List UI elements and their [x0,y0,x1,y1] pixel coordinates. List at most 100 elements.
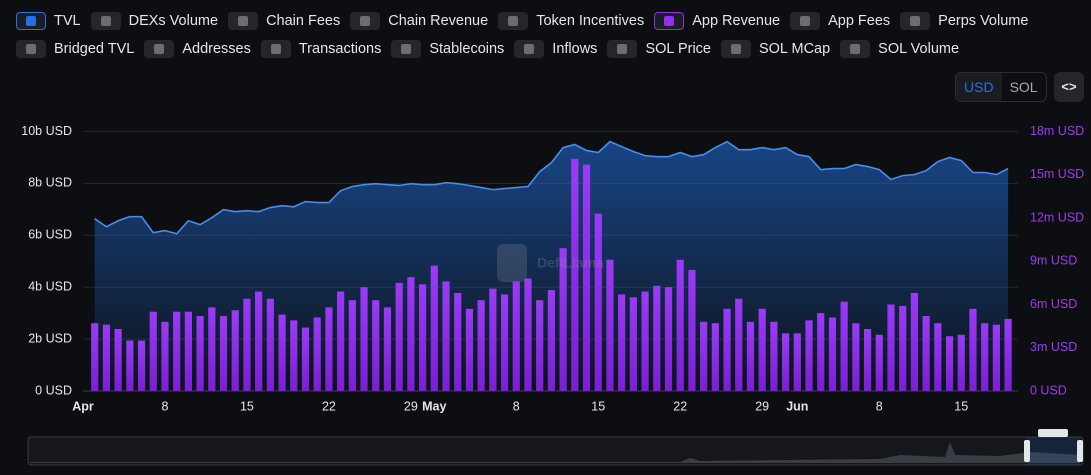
toggle-switch[interactable] [840,40,871,58]
toggle[interactable]: Addresses [144,40,251,58]
app-revenue-bar [173,311,181,391]
app-revenue-bar [114,329,122,391]
toggle-label: DEXs Volume [128,13,219,29]
toggle-indicator [664,16,675,26]
toggle-label: Inflows [552,41,598,57]
toggle-switch[interactable] [654,12,685,30]
app-revenue-bar [875,334,883,391]
app-revenue-bar [981,323,989,391]
toggle-label: Chain Fees [266,13,341,29]
app-revenue-bar [102,324,111,391]
toggle-indicator [154,44,165,54]
toggle-indicator [26,16,36,26]
app-revenue-bar [430,265,438,391]
app-revenue-bar [255,291,263,391]
toggle-label: TVL [54,13,81,29]
app-revenue-bar [723,308,731,391]
app-revenue-bar [618,294,626,391]
currency-option[interactable]: USD [956,73,1002,101]
app-revenue-bar [606,259,614,391]
toggle[interactable]: Inflows [514,40,597,58]
app-revenue-bar [934,323,942,391]
app-revenue-bar [500,294,509,391]
app-revenue-bar [231,310,239,391]
slider-window [1027,437,1080,465]
app-revenue-bar [372,300,380,391]
toggle-switch[interactable] [350,12,381,30]
toggle[interactable]: Chain Fees [228,12,340,30]
toggle-switch[interactable] [228,12,259,30]
toggle-label: Transactions [298,41,382,57]
app-revenue-bar [536,300,544,391]
slider-grip[interactable] [1038,429,1068,437]
toggle-switch[interactable] [900,12,931,30]
range-slider[interactable] [27,429,1084,466]
app-revenue-bar [828,317,837,391]
app-revenue-bar [290,320,298,391]
toggle[interactable]: DEXs Volume [90,12,219,30]
toggle-switch[interactable] [607,40,638,58]
app-revenue-bar [770,321,778,391]
toggle-switch[interactable] [391,40,422,58]
toggle[interactable]: SOL Price [607,40,711,58]
toggle[interactable]: App Fees [790,12,890,30]
currency-option[interactable]: SOL [1009,79,1038,95]
app-revenue-bar [184,311,192,391]
toggle[interactable]: TVL [16,12,81,30]
watermark: DefiLlama [497,244,604,282]
toggle-indicator [800,16,811,26]
toggle-switch[interactable] [498,12,529,30]
slider-preview [30,442,1080,463]
app-revenue-bar [219,316,228,391]
slider-handle[interactable] [1077,440,1083,462]
toggle[interactable]: App Revenue [654,12,780,30]
toggle-label: SOL MCap [758,41,831,57]
app-revenue-bar [992,324,1000,391]
app-revenue-bar [571,158,579,391]
currency-switch: USD SOL [955,72,1047,102]
toggle-bar: TVL DEXs Volume Chain Fees Chain Revenue Tok… [16,12,1066,58]
y2-tick-label: 15m USD [1030,167,1084,181]
app-revenue-bar [735,298,743,391]
app-revenue-bar [840,301,848,391]
toggle-switch[interactable] [514,40,545,58]
x-tick-label: 8 [161,399,168,413]
toggle[interactable]: Stablecoins [391,40,504,58]
toggle[interactable]: SOL Volume [840,40,959,58]
toggle-indicator [850,44,861,54]
y-tick-label: 6b USD [28,228,72,242]
toggle[interactable]: Perps Volume [900,12,1028,30]
watermark-text: DefiLlama [537,255,604,271]
toggle[interactable]: Token Incentives [498,12,644,30]
y-tick-label: 10b USD [21,124,72,138]
app-revenue-bar [243,298,251,391]
y2-tick-label: 18m USD [1030,124,1084,138]
app-revenue-bar [758,308,766,391]
app-revenue-bar [676,259,684,391]
toggle-indicator [360,16,371,26]
toggle-switch[interactable] [16,12,46,30]
slider-handle[interactable] [1024,440,1030,462]
y2-tick-label: 12m USD [1030,210,1084,224]
toggle-switch[interactable] [144,40,175,58]
toggle[interactable]: Transactions [260,40,382,58]
app-revenue-bar [395,282,403,391]
app-revenue-bar [477,300,485,391]
toggle-switch[interactable] [260,40,291,58]
toggle[interactable]: Bridged TVL [16,40,134,58]
embed-button[interactable]: <> [1054,72,1084,102]
toggle[interactable]: SOL MCap [720,40,831,58]
plot-back [83,131,1018,392]
toggle-indicator [270,44,281,54]
toggle-switch[interactable] [720,40,751,58]
toggle[interactable]: Chain Revenue [350,12,488,30]
toggle-switch[interactable] [790,12,821,30]
app-revenue-bar [863,329,872,391]
app-revenue-bar [348,300,356,391]
toggle-switch[interactable] [16,40,46,58]
toggle-switch[interactable] [90,12,121,30]
toggle-indicator [100,16,111,26]
app-revenue-bar [301,327,310,391]
app-revenue-bar [969,308,977,391]
